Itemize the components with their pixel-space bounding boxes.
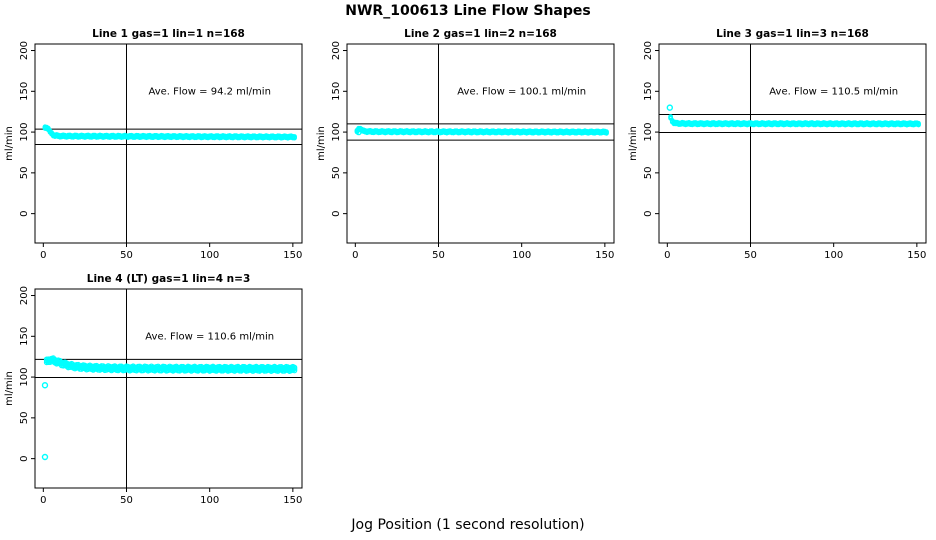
- data-points-layer: [354, 125, 609, 136]
- ave-flow-annotation: Ave. Flow = 100.1 ml/min: [457, 86, 586, 97]
- data-points-layer: [41, 355, 298, 461]
- data-points-layer: [42, 124, 297, 141]
- x-tick-label: 0: [40, 250, 46, 261]
- plot-border: [658, 43, 927, 244]
- y-tick-label: 50: [643, 166, 654, 179]
- plot-border: [346, 43, 615, 244]
- data-point: [291, 364, 298, 371]
- x-tick-label: 0: [664, 250, 670, 261]
- x-tick-label: 150: [283, 495, 302, 506]
- y-tick-label: 50: [19, 411, 30, 424]
- x-tick-label: 50: [744, 250, 757, 261]
- outlier-point: [41, 453, 49, 461]
- subplot-line-2-title: Line 2 gas=1 lin=2 n=168: [404, 28, 557, 40]
- plot-border: [34, 43, 303, 244]
- main-title: NWR_100613 Line Flow Shapes: [345, 3, 591, 19]
- y-axis-title: ml/min: [316, 126, 327, 161]
- y-tick-label: 0: [19, 455, 30, 461]
- data-point: [604, 129, 609, 135]
- data-point: [916, 120, 921, 126]
- x-tick-label: 100: [200, 495, 219, 506]
- subplot-line-2: Line 2 gas=1 lin=2 n=168 ml/min Ave. Flo…: [312, 28, 624, 273]
- subplot-line-3-plot: ml/min Ave. Flow = 110.5 ml/min 0 50 100 15…: [628, 41, 927, 261]
- x-tick-label: 100: [200, 250, 219, 261]
- x-tick-label: 100: [512, 250, 531, 261]
- y-tick-label: 200: [331, 41, 342, 60]
- data-point: [292, 134, 297, 139]
- y-axis-title: ml/min: [4, 126, 15, 161]
- x-tick-label: 150: [283, 250, 302, 261]
- outlier-point: [666, 104, 674, 111]
- x-axis-label: Jog Position (1 second resolution): [351, 517, 585, 533]
- outlier-point: [355, 128, 362, 136]
- y-tick-label: 150: [19, 82, 30, 101]
- x-tick-label: 0: [352, 250, 358, 261]
- subplot-line-3: Line 3 gas=1 lin=3 n=168 ml/min Ave. Flo…: [624, 28, 936, 273]
- subplot-line-2-plot: ml/min Ave. Flow = 100.1 ml/min 0 50 100 15…: [316, 41, 615, 261]
- x-tick-label: 50: [432, 250, 445, 261]
- ave-flow-annotation: Ave. Flow = 110.5 ml/min: [769, 86, 898, 97]
- y-tick-label: 100: [331, 123, 342, 142]
- ave-flow-annotation: Ave. Flow = 110.6 ml/min: [145, 331, 274, 342]
- y-tick-label: 200: [19, 286, 30, 305]
- y-tick-label: 150: [643, 82, 654, 101]
- y-tick-label: 100: [19, 123, 30, 142]
- y-axis-title: ml/min: [4, 371, 15, 406]
- data-points-layer: [666, 104, 921, 128]
- y-tick-label: 50: [331, 166, 342, 179]
- y-tick-label: 0: [643, 210, 654, 216]
- y-tick-label: 50: [19, 166, 30, 179]
- subplot-line-1-plot: ml/min Ave. Flow = 94.2 ml/min 0 50 100 150…: [4, 41, 303, 261]
- x-tick-label: 100: [824, 250, 843, 261]
- y-tick-label: 100: [643, 123, 654, 142]
- x-tick-label: 150: [907, 250, 926, 261]
- x-tick-label: 150: [595, 250, 614, 261]
- y-tick-label: 150: [19, 327, 30, 346]
- x-tick-label: 50: [120, 495, 133, 506]
- data-point: [668, 114, 674, 120]
- y-axis-title: ml/min: [628, 126, 639, 161]
- outlier-point: [41, 382, 49, 389]
- y-tick-label: 200: [643, 41, 654, 60]
- y-tick-label: 150: [331, 82, 342, 101]
- x-tick-label: 0: [40, 495, 46, 506]
- subplot-line-4-title: Line 4 (LT) gas=1 lin=4 n=3: [86, 273, 251, 285]
- y-tick-label: 0: [19, 210, 30, 216]
- plot-border: [34, 288, 303, 489]
- subplot-line-1: Line 1 gas=1 lin=1 n=168 ml/min Ave. Flo…: [0, 28, 312, 273]
- ave-flow-annotation: Ave. Flow = 94.2 ml/min: [148, 86, 270, 97]
- y-tick-label: 0: [331, 210, 342, 216]
- subplot-line-4-plot: ml/min Ave. Flow = 110.6 ml/min 0 50 100 15…: [4, 286, 303, 506]
- subplot-line-4: Line 4 (LT) gas=1 lin=4 n=3 ml/min Ave. …: [0, 273, 312, 518]
- x-tick-label: 50: [120, 250, 133, 261]
- y-tick-label: 100: [19, 368, 30, 387]
- subplot-line-1-title: Line 1 gas=1 lin=1 n=168: [92, 28, 245, 40]
- y-tick-label: 200: [19, 41, 30, 60]
- subplot-line-3-title: Line 3 gas=1 lin=3 n=168: [716, 28, 869, 40]
